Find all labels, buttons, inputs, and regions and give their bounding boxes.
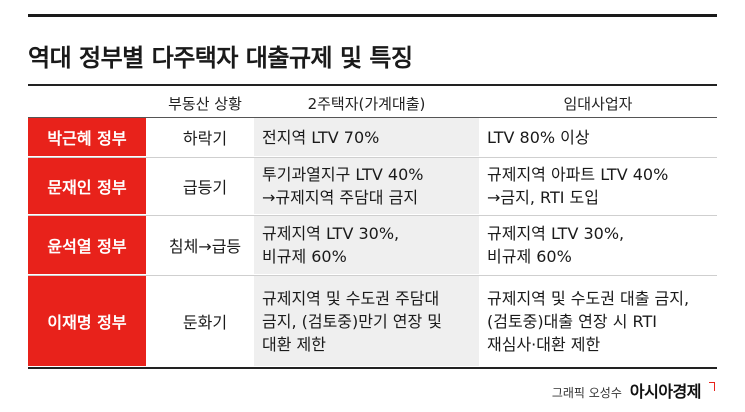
cell-line: 규제지역 및 수도권 대출 금지, xyxy=(487,288,690,308)
government-label: 박근혜 정부 xyxy=(28,118,146,156)
landlord-cell: 규제지역 아파트 LTV 40% →금지, RTI 도입 xyxy=(479,158,717,214)
cell-line: 규제지역 아파트 LTV 40% xyxy=(487,165,669,184)
household-cell: 규제지역 및 수도권 주담대 금지, (검토중)만기 연장 및 대환 제한 xyxy=(254,276,479,366)
column-header-household: 2주택자(가계대출) xyxy=(307,95,426,113)
cell-line: 규제지역 LTV 30%, xyxy=(487,224,625,243)
cell-line: 규제지역 LTV 30%, xyxy=(262,224,400,243)
table-row: 이재명 정부 둔화기 규제지역 및 수도권 주담대 금지, (검토중)만기 연장… xyxy=(28,276,717,366)
cell-line: 투기과열지구 LTV 40% xyxy=(262,165,424,184)
cell-line: (검토중)대출 연장 시 RTI xyxy=(487,311,657,331)
row-divider xyxy=(28,215,717,216)
cell-line: 전지역 LTV 70% xyxy=(262,127,380,147)
table-row: 윤석열 정부 침체→급등 규제지역 LTV 30%, 비규제 60% 규제지역 … xyxy=(28,216,717,274)
cell-line: 비규제 60% xyxy=(262,247,347,266)
household-cell: 전지역 LTV 70% xyxy=(254,118,479,156)
table-row: 문재인 정부 급등기 투기과열지구 LTV 40% →규제지역 주담대 금지 규… xyxy=(28,158,717,214)
landlord-cell: 규제지역 및 수도권 대출 금지, (검토중)대출 연장 시 RTI 재심사·대… xyxy=(479,276,717,366)
brand-logo: 아시아경제 xyxy=(629,382,702,401)
column-header-landlord: 임대사업자 xyxy=(563,95,633,113)
top-bar xyxy=(28,14,717,17)
cell-line: LTV 80% 이상 xyxy=(487,127,590,147)
cell-line: 규제지역 및 수도권 주담대 xyxy=(262,288,440,308)
market-status: 하락기 xyxy=(182,129,228,148)
title-divider xyxy=(28,84,717,86)
cell-line: 비규제 60% xyxy=(487,247,572,266)
cell-line: 대환 제한 xyxy=(262,334,326,354)
credit: 그래픽 오성수 아시아경제 xyxy=(551,378,715,401)
header-divider xyxy=(28,117,717,118)
cell-line: 금지, (검토중)만기 연장 및 xyxy=(262,311,443,331)
brand-mark-icon xyxy=(709,382,715,391)
landlord-cell: LTV 80% 이상 xyxy=(479,118,717,156)
cell-line: 재심사·대환 제한 xyxy=(487,334,601,354)
household-cell: 규제지역 LTV 30%, 비규제 60% xyxy=(254,216,479,274)
cell-line: →금지, RTI 도입 xyxy=(487,188,599,207)
government-label: 윤석열 정부 xyxy=(28,216,146,274)
market-status: 급등기 xyxy=(182,178,228,197)
landlord-cell: 규제지역 LTV 30%, 비규제 60% xyxy=(479,216,717,274)
row-divider xyxy=(28,157,717,158)
cell-line: →규제지역 주담대 금지 xyxy=(262,188,419,207)
market-status: 침체→급등 xyxy=(168,237,242,256)
household-cell: 투기과열지구 LTV 40% →규제지역 주담대 금지 xyxy=(254,158,479,214)
page-title: 역대 정부별 다주택자 대출규제 및 특징 xyxy=(28,44,413,72)
table-row: 박근혜 정부 하락기 전지역 LTV 70% LTV 80% 이상 xyxy=(28,118,717,156)
government-label: 문재인 정부 xyxy=(28,158,146,214)
market-status: 둔화기 xyxy=(182,313,228,332)
bottom-divider xyxy=(28,367,717,369)
column-header-status: 부동산 상황 xyxy=(168,95,242,113)
row-divider xyxy=(28,275,717,276)
government-label: 이재명 정부 xyxy=(28,276,146,366)
graphic-credit: 그래픽 오성수 xyxy=(551,386,622,400)
